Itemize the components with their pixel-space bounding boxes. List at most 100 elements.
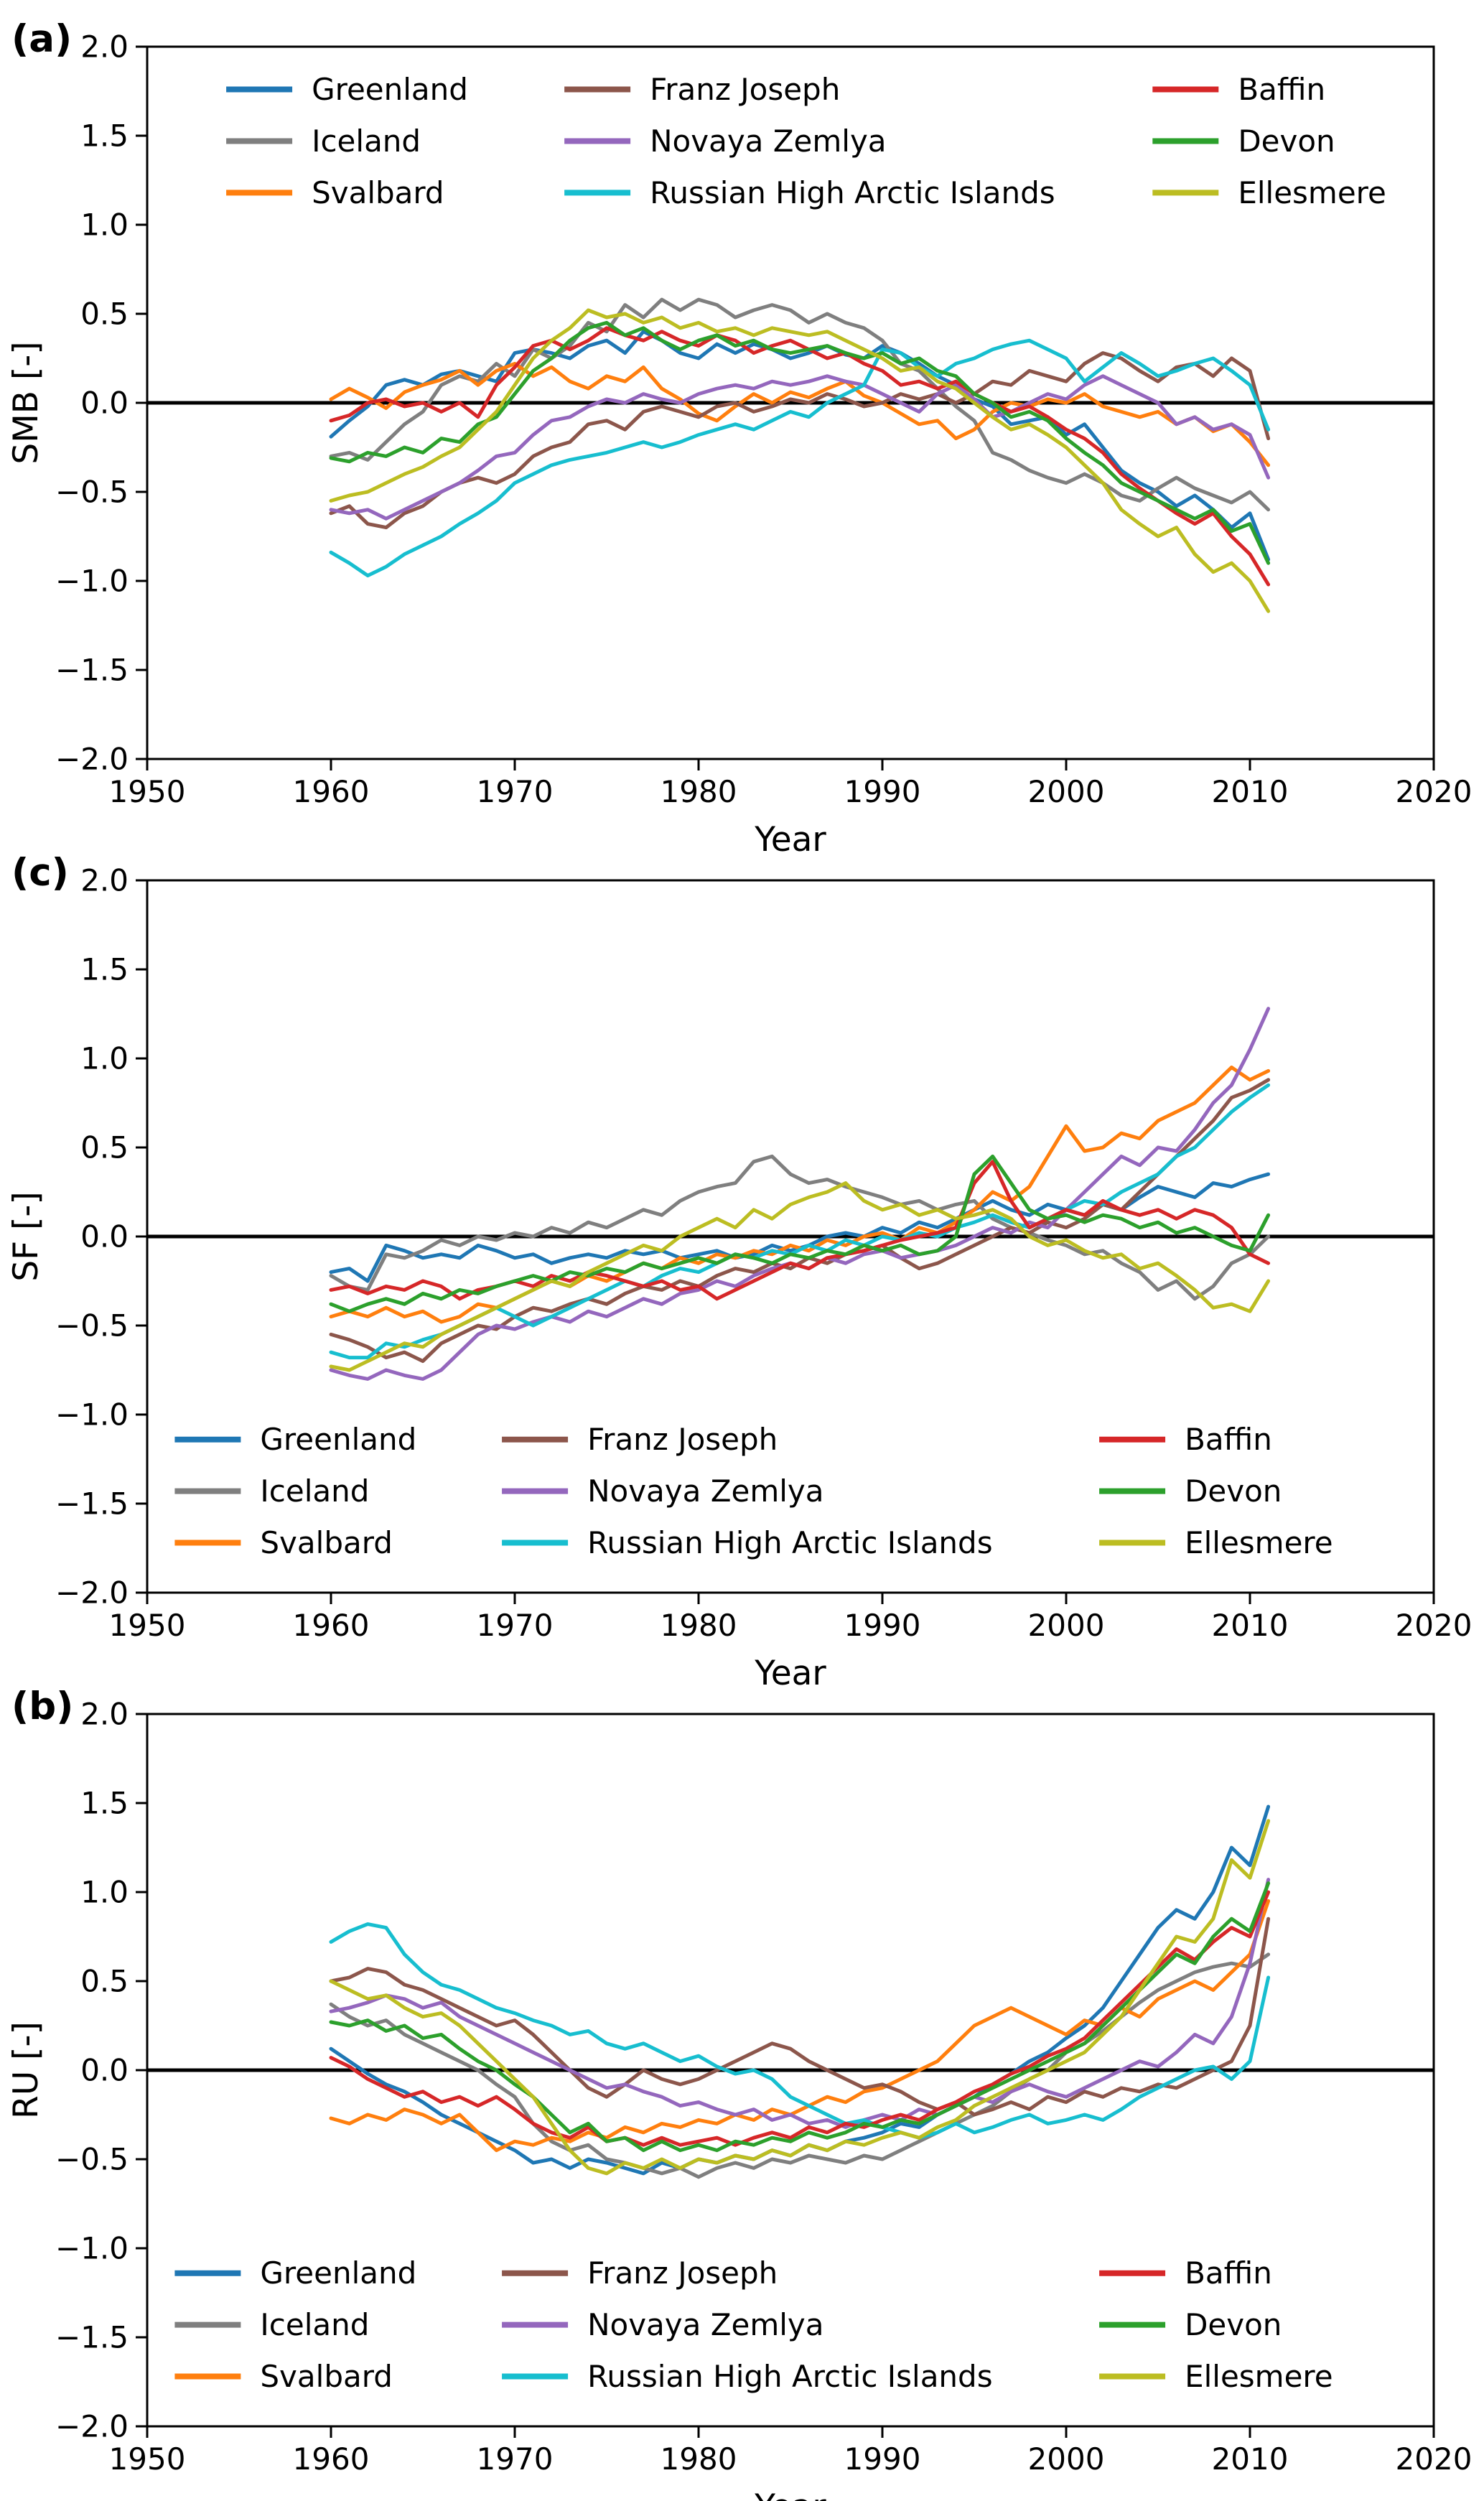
x-tick-label: 2010 — [1212, 774, 1289, 809]
y-tick-label: 0.5 — [80, 297, 129, 332]
series-line-devon — [329, 1881, 1271, 2153]
x-tick-label: 1950 — [109, 2441, 186, 2477]
x-tick-label: 2000 — [1028, 1608, 1105, 1643]
x-tick-label: 1960 — [293, 774, 370, 809]
legend-label-iceland: Iceland — [260, 2307, 369, 2342]
legend-label-baffin: Baffin — [1238, 72, 1325, 107]
x-tick-label: 1990 — [844, 774, 921, 809]
panel-b: (b) −2.0 −1.5 −1.0 −0.5 0.0 0.5 1.0 1.5 2.0 1950 19… — [6, 1685, 1472, 2501]
y-tick-label: −2.0 — [55, 1575, 129, 1611]
series-line-baffin — [329, 1890, 1271, 2147]
x-tick-label: 1970 — [477, 1608, 554, 1643]
series-line-ellesmere — [329, 308, 1271, 613]
x-tick-label: 2000 — [1028, 2441, 1105, 2477]
x-tick-label: 1960 — [293, 1608, 370, 1643]
x-tick-label: 1990 — [844, 1608, 921, 1643]
series-line-russian-high-arctic-islands — [329, 338, 1271, 578]
legend-label-franz-joseph: Franz Joseph — [650, 72, 840, 107]
panel-c: (c) −2.0 −1.5 −1.0 −0.5 0.0 0.5 1.0 1.5 2.0 1950 19… — [6, 851, 1472, 1693]
x-tick-label: 1950 — [109, 1608, 186, 1643]
y-axis-label-a: SMB [-] — [6, 341, 46, 464]
x-tick-label: 2010 — [1212, 2441, 1289, 2477]
legend-label-ellesmere: Ellesmere — [1185, 2359, 1333, 2394]
x-axis-label-b: Year — [754, 2487, 826, 2501]
y-tick-label: 1.0 — [80, 1041, 129, 1076]
y-tick-label: 2.0 — [80, 863, 129, 898]
x-tick-label: 1980 — [661, 1608, 737, 1643]
panel-label-a: (a) — [11, 17, 72, 61]
legend-label-ellesmere: Ellesmere — [1185, 1525, 1333, 1560]
series-line-baffin — [329, 326, 1271, 587]
y-axis-label-c: SF [-] — [6, 1191, 46, 1281]
panel-a: (a) −2.0 −1.5 −1.0 −0.5 0.0 0.5 1.0 1.5 2.0 1950 19… — [6, 17, 1472, 860]
legend-label-baffin: Baffin — [1185, 2255, 1272, 2291]
x-tick-label: 1980 — [661, 2441, 737, 2477]
panel-label-c: (c) — [11, 851, 69, 895]
legend-label-russian-high-arctic-islands: Russian High Arctic Islands — [650, 175, 1055, 210]
x-tick-label: 2020 — [1396, 774, 1473, 809]
y-tick-label: −0.5 — [55, 2142, 129, 2177]
y-tick-label: 1.0 — [80, 208, 129, 243]
legend-label-franz-joseph: Franz Joseph — [587, 1422, 778, 1457]
x-axis-label-a: Year — [754, 820, 826, 860]
x-tick-label: 1970 — [477, 2441, 554, 2477]
y-tick-label: 1.0 — [80, 1875, 129, 1910]
y-tick-label: −1.0 — [55, 2231, 129, 2266]
x-tick-label: 1980 — [661, 774, 737, 809]
x-tick-label: 1990 — [844, 2441, 921, 2477]
y-tick-label: −1.0 — [55, 1397, 129, 1433]
y-tick-label: −1.0 — [55, 564, 129, 599]
series-line-svalbard — [329, 361, 1271, 467]
legend-label-russian-high-arctic-islands: Russian High Arctic Islands — [587, 2359, 993, 2394]
series-line-novaya-zemlya — [329, 1007, 1271, 1381]
series-line-svalbard — [329, 1065, 1271, 1324]
legend-label-devon: Devon — [1185, 2307, 1282, 2342]
y-tick-label: 1.5 — [80, 952, 129, 987]
y-tick-label: −2.0 — [55, 2409, 129, 2444]
x-tick-label: 2020 — [1396, 1608, 1473, 1643]
series-line-novaya-zemlya — [329, 1878, 1271, 2129]
legend-label-franz-joseph: Franz Joseph — [587, 2255, 778, 2291]
series-line-iceland — [329, 297, 1271, 512]
legend-label-novaya-zemlya: Novaya Zemlya — [650, 124, 886, 159]
legend-label-baffin: Baffin — [1185, 1422, 1272, 1457]
y-tick-label: 1.5 — [80, 1786, 129, 1821]
y-tick-label: −0.5 — [55, 1308, 129, 1343]
y-tick-label: −2.0 — [55, 742, 129, 777]
legend-label-novaya-zemlya: Novaya Zemlya — [587, 2307, 823, 2342]
series-line-franz-joseph — [329, 1916, 1271, 2117]
legend-label-svalbard: Svalbard — [260, 1525, 393, 1560]
y-tick-label: 0.0 — [80, 2053, 129, 2088]
series-line-svalbard — [329, 1899, 1271, 2153]
legend-label-iceland: Iceland — [312, 124, 421, 159]
legend-label-svalbard: Svalbard — [260, 2359, 393, 2394]
legend-label-ellesmere: Ellesmere — [1238, 175, 1386, 210]
y-tick-label: −1.5 — [55, 2320, 129, 2355]
y-tick-label: 0.0 — [80, 1219, 129, 1254]
x-tick-label: 1970 — [477, 774, 554, 809]
y-tick-label: 0.5 — [80, 1964, 129, 1999]
y-tick-label: 2.0 — [80, 29, 129, 65]
y-axis-label-b: RU [-] — [6, 2021, 46, 2119]
legend-label-greenland: Greenland — [312, 72, 468, 107]
legend-label-russian-high-arctic-islands: Russian High Arctic Islands — [587, 1525, 993, 1560]
series-line-novaya-zemlya — [329, 374, 1271, 521]
series-line-ellesmere — [329, 1819, 1271, 2176]
y-tick-label: −1.5 — [55, 653, 129, 688]
x-tick-label: 1960 — [293, 2441, 370, 2477]
x-tick-label: 2010 — [1212, 1608, 1289, 1643]
legend-label-devon: Devon — [1185, 1473, 1282, 1509]
series-line-greenland — [329, 330, 1271, 562]
legend-label-iceland: Iceland — [260, 1473, 369, 1509]
y-tick-label: 2.0 — [80, 1697, 129, 1732]
y-tick-label: 0.5 — [80, 1130, 129, 1165]
series-line-baffin — [329, 1160, 1271, 1301]
series-line-russian-high-arctic-islands — [329, 1922, 1271, 2140]
series-line-iceland — [329, 1154, 1271, 1301]
x-tick-label: 1950 — [109, 774, 186, 809]
y-tick-label: 1.5 — [80, 118, 129, 154]
series-line-ellesmere — [329, 1181, 1271, 1372]
legend-label-greenland: Greenland — [260, 1422, 416, 1457]
